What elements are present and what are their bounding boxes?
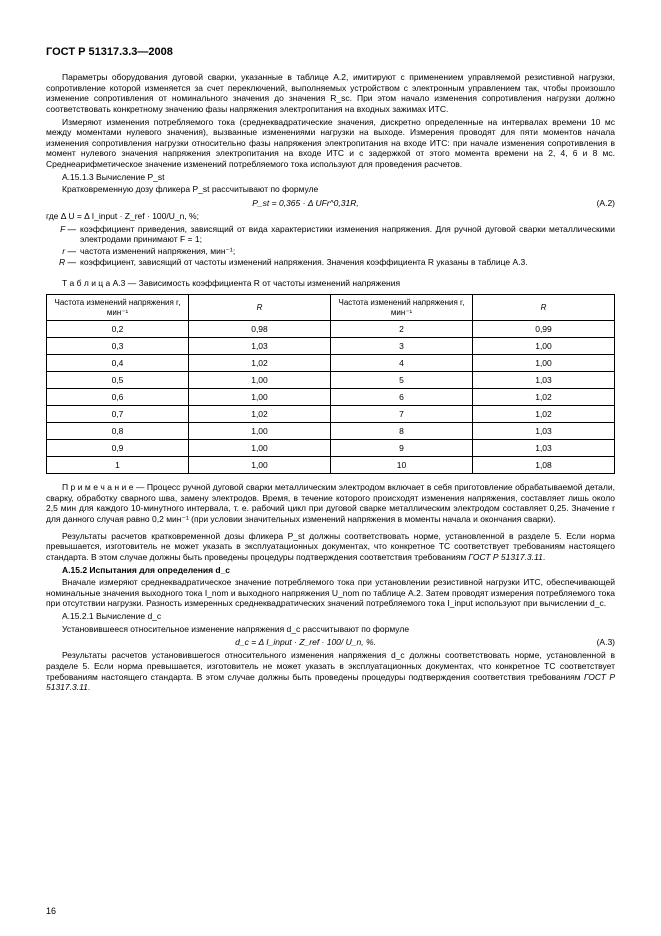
formula-a2-row: P_st = 0,365 · Δ UFr^0,31R, (А.2) [46,198,615,208]
where-intro: где Δ U = Δ I_input · Z_ref · 100/U_n, %… [46,211,615,222]
cell: 1,02 [189,406,331,423]
dc-intro-line: Установившееся относительное изменение н… [46,624,615,635]
note-prefix: П р и м е ч а н и е [62,482,133,492]
cell: 4 [331,355,473,372]
cell: 1,03 [189,338,331,355]
cell: 1,00 [189,372,331,389]
formula-a2-number: (А.2) [565,198,615,208]
cell: 1,00 [189,423,331,440]
table-row: 0,41,0241,00 [47,355,615,372]
formula-a3: d_c = Δ I_input · Z_ref · 100/ U_n, %. [46,637,565,647]
formula-a2: P_st = 0,365 · Δ UFr^0,31R, [46,198,565,208]
symbol-r: r — [46,246,80,257]
table-a3: Частота изменений напряжения r, мин⁻¹ R … [46,294,615,474]
cell: 1,02 [189,355,331,372]
def-R: коэффициент, зависящий от частоты измене… [80,257,615,268]
section-a1521: А.15.2.1 Вычисление d_c [46,611,615,622]
formula-a3-number: (А.3) [565,637,615,647]
th-3: Частота изменений напряжения r, мин⁻¹ [331,295,473,321]
cell: 1,00 [189,457,331,474]
definition-list: F — коэффициент приведения, зависящий от… [46,224,615,269]
symbol-F: F — [46,224,80,235]
table-row: 0,91,0091,03 [47,440,615,457]
cell: 0,5 [47,372,189,389]
table-row: 0,31,0331,00 [47,338,615,355]
cell: 0,6 [47,389,189,406]
cell: 1,00 [189,440,331,457]
cell: 8 [331,423,473,440]
table-body: 0,20,9820,99 0,31,0331,00 0,41,0241,00 0… [47,321,615,474]
table-caption-prefix: Т а б л и ц а А.3 [62,278,125,288]
cell: 5 [331,372,473,389]
def-r: частота изменений напряжения, мин⁻¹; [80,246,615,257]
cell: 0,9 [47,440,189,457]
cell: 0,2 [47,321,189,338]
table-row: 0,51,0051,03 [47,372,615,389]
paragraph-2: Измеряют изменения потребляемого тока (с… [46,117,615,170]
section-a1513: А.15.1.3 Вычисление P_st [46,172,615,183]
cell: 0,98 [189,321,331,338]
cell: 6 [331,389,473,406]
cell: 9 [331,440,473,457]
table-header-row: Частота изменений напряжения r, мин⁻¹ R … [47,295,615,321]
cell: 2 [331,321,473,338]
table-caption-text: — Зависимость коэффициента R от частоты … [125,278,400,288]
table-row: 0,81,0081,03 [47,423,615,440]
cell: 0,3 [47,338,189,355]
cell: 1,02 [473,389,615,406]
cell: 0,7 [47,406,189,423]
note-paragraph: П р и м е ч а н и е — Процесс ручной дуг… [46,482,615,525]
th-1: Частота изменений напряжения r, мин⁻¹ [47,295,189,321]
cell: 1,00 [189,389,331,406]
th-2: R [189,295,331,321]
cell: 1,00 [473,355,615,372]
cell: 0,4 [47,355,189,372]
symbol-R: R — [46,257,80,268]
cell: 7 [331,406,473,423]
cell: 0,99 [473,321,615,338]
document-header: ГОСТ Р 51317.3.3—2008 [46,46,615,58]
cell: 0,8 [47,423,189,440]
cell: 1,02 [473,406,615,423]
section-a152: А.15.2 Испытания для определения d_c [46,565,615,576]
page-number: 16 [46,906,56,916]
pst-intro-line: Кратковременную дозу фликера P_st рассчи… [46,184,615,195]
th-4: R [473,295,615,321]
cell: 1,03 [473,372,615,389]
table-row: 11,00101,08 [47,457,615,474]
cell: 3 [331,338,473,355]
results-paragraph-2: Результаты расчетов установившегося отно… [46,650,615,693]
gost-ref-1: ГОСТ Р 51317.3.11 [469,552,543,562]
formula-a3-row: d_c = Δ I_input · Z_ref · 100/ U_n, %. (… [46,637,615,647]
table-row: 0,20,9820,99 [47,321,615,338]
def-F: коэффициент приведения, зависящий от вид… [80,224,615,245]
paragraph-a152: Вначале измеряют среднеквадратическое зн… [46,577,615,609]
paragraph-1: Параметры оборудования дуговой сварки, у… [46,72,615,115]
cell: 1,03 [473,423,615,440]
cell: 1,03 [473,440,615,457]
results2-text: Результаты расчетов установившегося отно… [46,650,615,681]
table-row: 0,71,0271,02 [47,406,615,423]
cell: 1 [47,457,189,474]
table-a3-caption: Т а б л и ц а А.3 — Зависимость коэффици… [46,278,615,288]
results-paragraph-1: Результаты расчетов кратковременной дозы… [46,531,615,563]
cell: 10 [331,457,473,474]
table-row: 0,61,0061,02 [47,389,615,406]
cell: 1,00 [473,338,615,355]
cell: 1,08 [473,457,615,474]
